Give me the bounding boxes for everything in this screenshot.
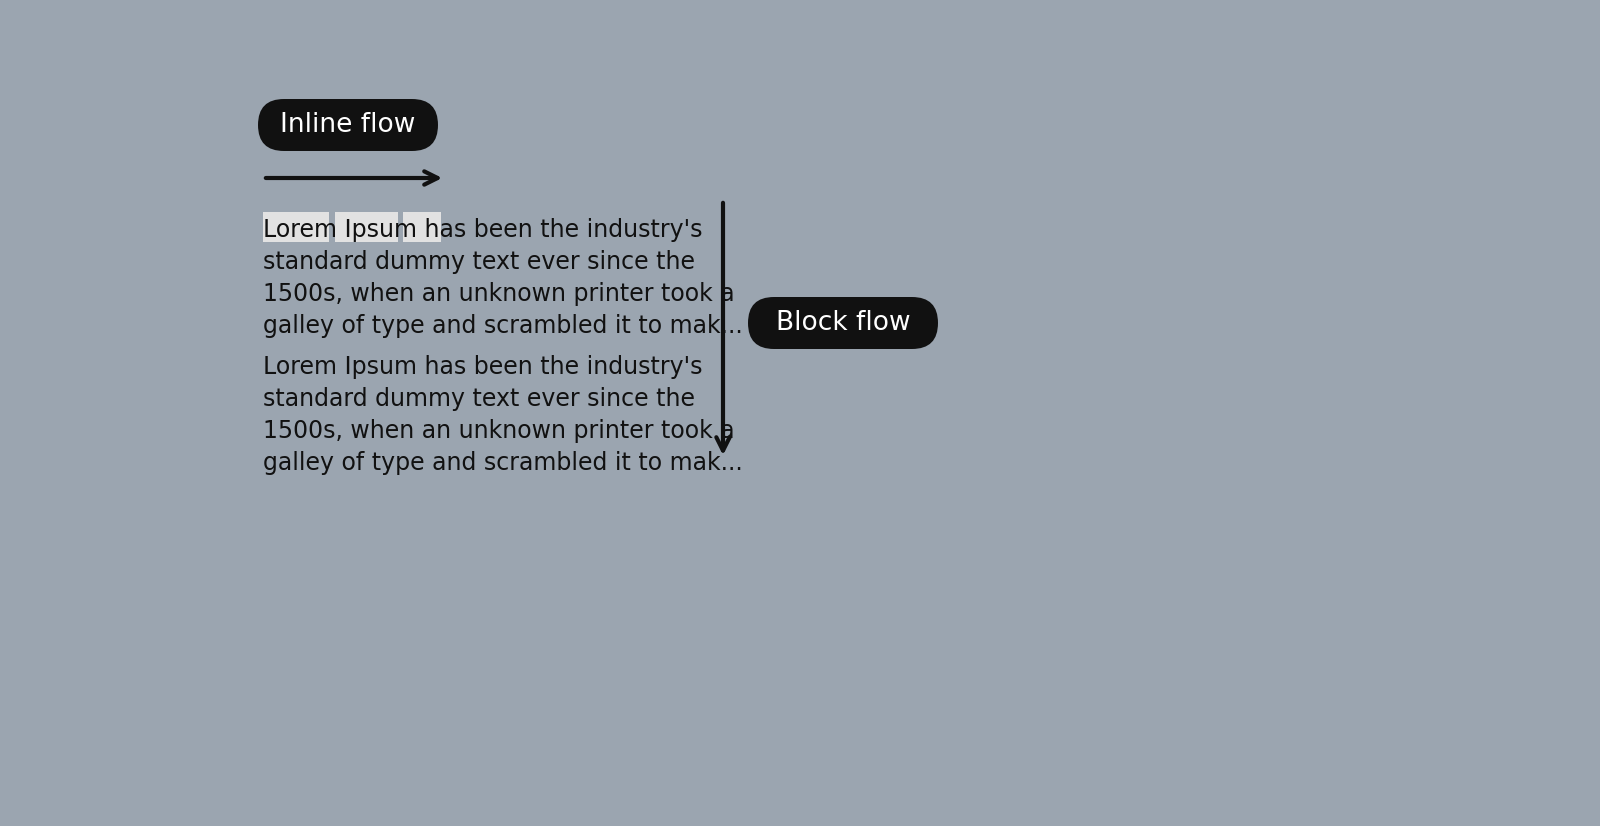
FancyBboxPatch shape <box>749 297 938 349</box>
Text: galley of type and scrambled it to mak...: galley of type and scrambled it to mak..… <box>262 314 742 338</box>
Text: Lorem Ipsum has been the industry's: Lorem Ipsum has been the industry's <box>262 218 702 242</box>
Text: Lorem Ipsum has been the industry's: Lorem Ipsum has been the industry's <box>262 355 702 379</box>
Text: 1500s, when an unknown printer took a: 1500s, when an unknown printer took a <box>262 282 734 306</box>
FancyBboxPatch shape <box>262 212 330 242</box>
FancyBboxPatch shape <box>258 99 438 151</box>
Text: standard dummy text ever since the: standard dummy text ever since the <box>262 250 694 274</box>
Text: galley of type and scrambled it to mak...: galley of type and scrambled it to mak..… <box>262 451 742 475</box>
Text: standard dummy text ever since the: standard dummy text ever since the <box>262 387 694 411</box>
FancyBboxPatch shape <box>403 212 442 242</box>
Text: Inline flow: Inline flow <box>280 112 416 138</box>
FancyBboxPatch shape <box>334 212 398 242</box>
Text: Block flow: Block flow <box>776 310 910 336</box>
Text: 1500s, when an unknown printer took a: 1500s, when an unknown printer took a <box>262 419 734 443</box>
